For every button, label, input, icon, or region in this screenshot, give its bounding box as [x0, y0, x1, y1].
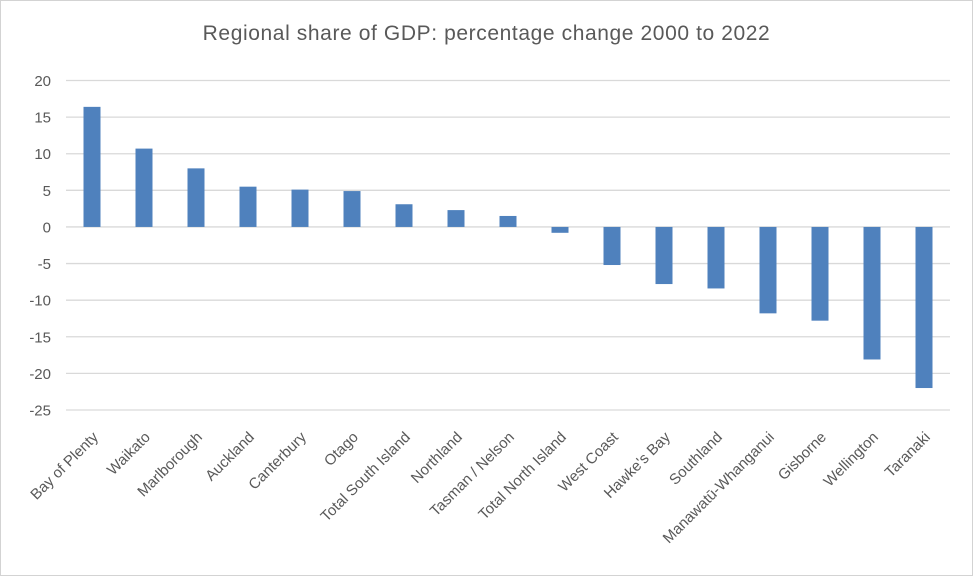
y-tick-label: 15	[34, 110, 51, 127]
bar-tasman-nelson	[499, 215, 517, 227]
bar-hawke-s-bay	[655, 226, 673, 285]
bar-canterbury	[291, 189, 309, 227]
bar-auckland	[239, 186, 257, 227]
chart-title: Regional share of GDP: percentage change…	[202, 22, 771, 45]
bar-total-south-island	[395, 204, 413, 227]
bar-taranaki	[915, 226, 933, 389]
bar-manawat-whanganui	[759, 226, 777, 314]
x-axis-label-waikato: Waikato	[104, 429, 154, 479]
x-axis-label-taranaki: Taranaki	[882, 429, 934, 481]
x-axis-label-total-south-island: Total South Island	[317, 429, 413, 525]
y-tick-label: -5	[38, 256, 51, 273]
bar-otago	[343, 191, 361, 227]
bar-bay-of-plenty	[83, 106, 101, 227]
y-tick-label: -10	[29, 293, 51, 310]
bar-southland	[707, 226, 725, 289]
y-tick-label: 5	[43, 183, 51, 200]
y-tick-label: 20	[34, 73, 51, 90]
bar-total-north-island	[551, 226, 569, 233]
y-tick-label: -20	[29, 366, 51, 383]
y-tick-label: 10	[34, 146, 51, 163]
x-axis-label-gisborne: Gisborne	[775, 429, 830, 484]
x-axis-label-otago: Otago	[321, 429, 362, 470]
bar-wellington	[863, 226, 881, 360]
y-tick-label: -15	[29, 329, 51, 346]
bar-west-coast	[603, 226, 621, 266]
x-axis-label-total-north-island: Total North Island	[475, 429, 570, 524]
x-axis-label-wellington: Wellington	[820, 429, 881, 490]
y-tick-label: 0	[43, 219, 51, 236]
x-axis-label-bay-of-plenty: Bay of Plenty	[27, 428, 102, 503]
bar-gisborne	[811, 226, 829, 321]
bar-waikato	[135, 148, 153, 227]
bar-marlborough	[187, 168, 205, 227]
y-tick-label: -25	[29, 403, 51, 420]
bar-northland	[447, 210, 465, 227]
